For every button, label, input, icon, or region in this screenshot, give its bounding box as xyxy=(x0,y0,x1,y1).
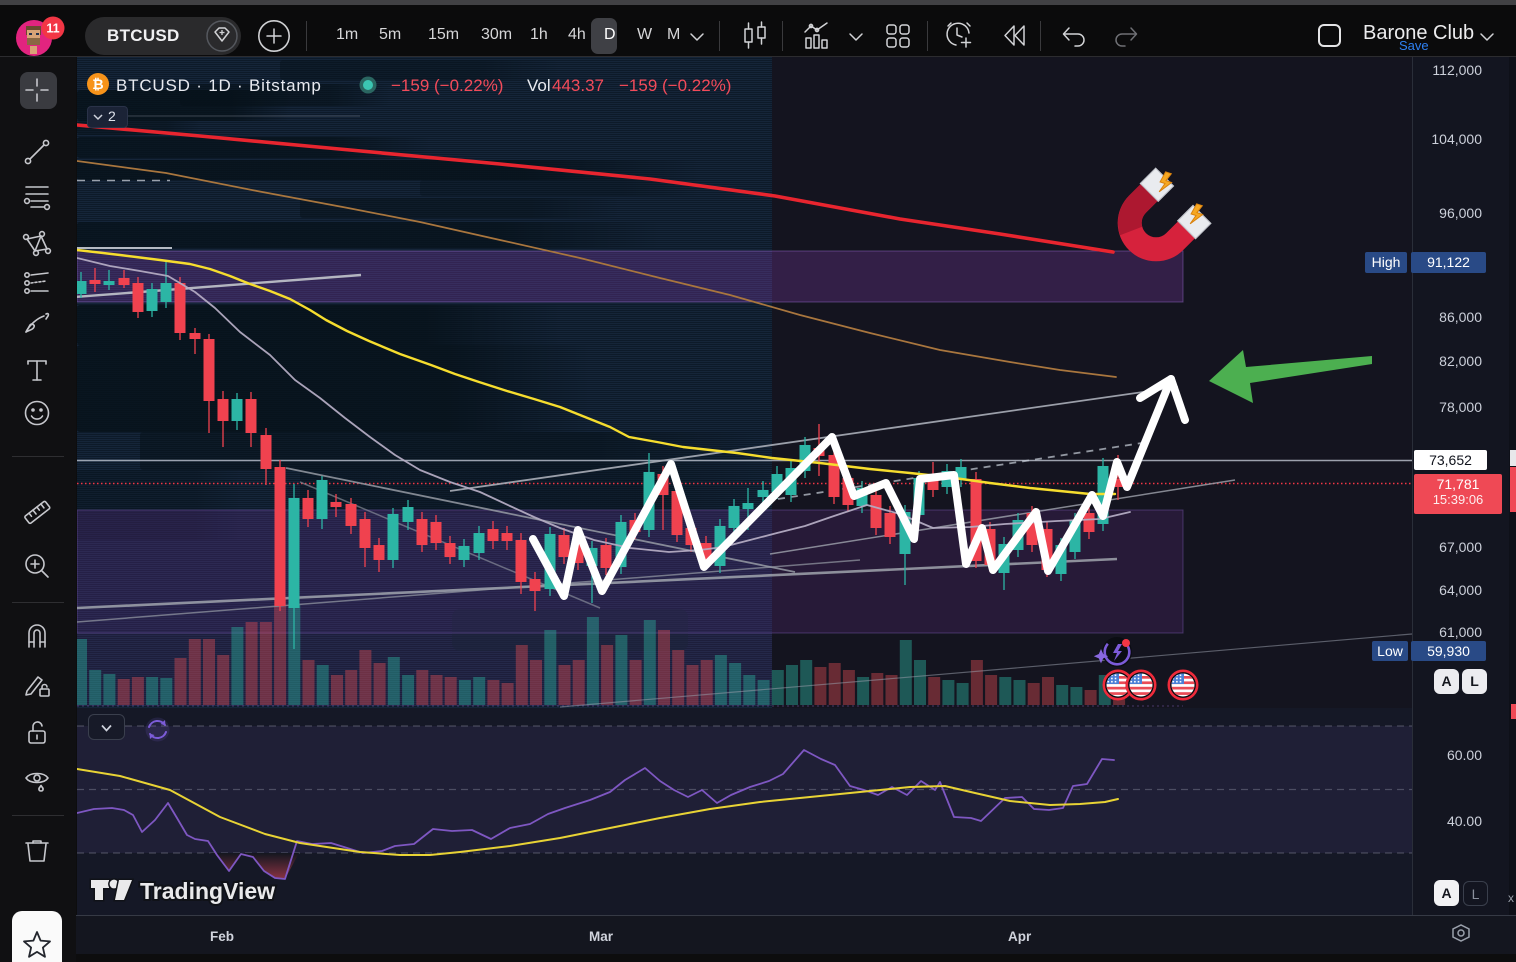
svg-text:TradingView: TradingView xyxy=(140,878,275,904)
svg-text:₿: ₿ xyxy=(92,76,103,92)
svg-text:11: 11 xyxy=(46,22,59,36)
